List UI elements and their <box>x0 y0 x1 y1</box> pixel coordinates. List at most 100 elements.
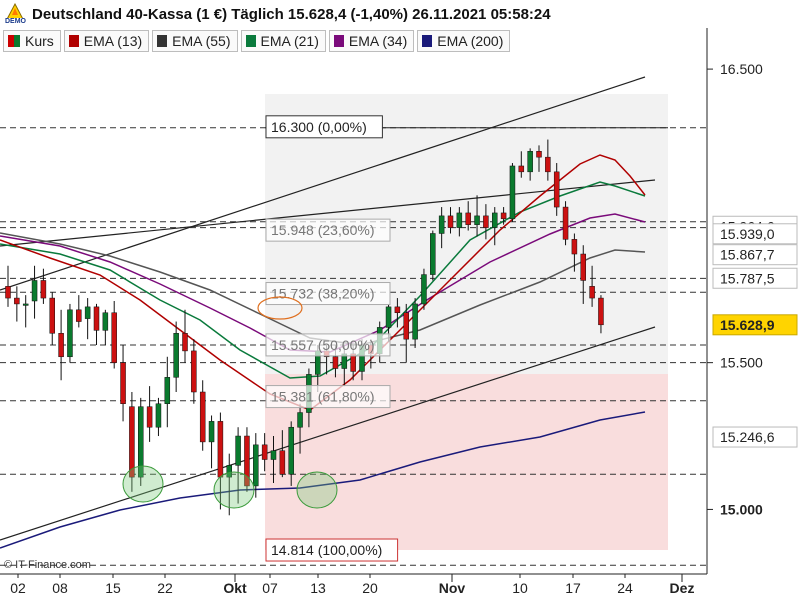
candle-body <box>412 303 418 340</box>
candle-body <box>5 286 11 299</box>
candle-body <box>580 253 586 281</box>
price-tag-label: 15.867,7 <box>720 247 775 263</box>
candle-body <box>129 406 135 478</box>
highlight-circle-3 <box>296 471 338 509</box>
candle-body <box>474 215 480 225</box>
candle-body <box>40 280 47 299</box>
fib-label: 15.948 (23,60%) <box>271 222 375 238</box>
legend-label: EMA (21) <box>260 33 319 49</box>
candle-body <box>244 435 250 487</box>
candle-body <box>403 312 409 340</box>
candle-body <box>536 151 542 158</box>
highlight-oval-50pct <box>257 296 303 320</box>
candle-body <box>598 297 604 326</box>
highlight-circles <box>122 296 338 509</box>
candle-body <box>31 280 38 302</box>
candle-body <box>553 171 560 208</box>
legend-item-ema21[interactable]: EMA (21) <box>240 30 326 52</box>
candle-body <box>14 297 20 305</box>
fib-label-box <box>265 333 391 357</box>
ema55-swatch-icon <box>157 35 168 47</box>
candlestick-series <box>5 139 604 516</box>
candle-body <box>58 333 64 358</box>
candle-body <box>182 333 188 352</box>
fib-label: 16.300 (0,00%) <box>271 119 367 135</box>
legend-item-ema200[interactable]: EMA (200) <box>417 30 511 52</box>
x-tick-label: 17 <box>565 580 581 596</box>
highlight-circle-1 <box>122 465 164 503</box>
candle-body <box>545 156 551 173</box>
fib-label: 15.381 (61,80%) <box>271 389 375 405</box>
trendline-lower <box>0 326 656 541</box>
price-tag-box <box>712 314 798 336</box>
candle-body <box>447 215 454 228</box>
fib-label-box <box>265 282 391 306</box>
x-tick-label: 08 <box>52 580 68 596</box>
ema13-swatch-icon <box>68 35 79 47</box>
y-axis: 16.50015.50015.00015.964,615.939,015.867… <box>707 61 798 517</box>
x-tick-label: 02 <box>10 580 26 596</box>
candle-body <box>562 206 569 240</box>
candle-body <box>138 406 144 478</box>
legend-label: EMA (13) <box>83 33 143 49</box>
price-tag-box <box>712 426 798 448</box>
x-tick-label: 24 <box>617 580 633 596</box>
ema21-swatch-icon <box>245 35 256 47</box>
candle-body <box>394 306 401 313</box>
fibonacci-labels: 16.300 (0,00%) 15.948 (23,60%) 15.732 (38,… <box>265 115 399 562</box>
chart-title: Deutschland 40-Kassa (1 €) Täglich 15.62… <box>32 5 551 23</box>
y-tick-label: 15.500 <box>720 355 763 371</box>
candle-body <box>509 165 516 220</box>
candle-body <box>421 274 427 305</box>
legend-item-ema34[interactable]: EMA (34) <box>328 30 415 52</box>
candle-body <box>589 286 595 299</box>
candle-body <box>279 450 286 475</box>
candle-body <box>22 303 29 306</box>
x-tick-label: 10 <box>512 580 528 596</box>
candle-body <box>164 377 171 404</box>
candle-body <box>67 309 73 358</box>
price-tag-box <box>712 244 798 266</box>
legend-item-kurs[interactable]: Kurs <box>3 30 61 52</box>
legend-item-ema13[interactable]: EMA (13) <box>63 30 150 52</box>
legend-item-ema55[interactable]: EMA (55) <box>152 30 238 52</box>
candle-body <box>155 403 162 428</box>
x-tick-label: 22 <box>157 580 173 596</box>
candle-body <box>438 215 445 234</box>
legend-label: EMA (200) <box>437 33 504 49</box>
candle-body <box>146 406 153 428</box>
candle-body <box>93 306 100 331</box>
candle-body <box>297 412 303 428</box>
candle-body <box>500 212 507 220</box>
candle-body <box>571 239 578 255</box>
legend: Kurs EMA (13) EMA (55) EMA (21) EMA (34)… <box>3 30 511 52</box>
legend-label: EMA (55) <box>172 33 231 49</box>
x-tick-label: Dez <box>670 580 695 596</box>
candle-body <box>261 444 268 460</box>
candle-body <box>49 297 55 334</box>
candle-body <box>350 353 356 372</box>
x-tick-label: 13 <box>310 580 326 596</box>
candle-body <box>208 421 215 443</box>
fib-label: 14.814 (100,00%) <box>271 542 382 558</box>
ema34-swatch-icon <box>333 35 344 47</box>
ema200-swatch-icon <box>422 35 433 47</box>
trendline-upper <box>0 76 646 291</box>
candle-body <box>332 356 339 369</box>
candle-body <box>111 312 117 363</box>
y-tick-label: 15.000 <box>720 501 763 517</box>
candle-body <box>84 306 91 319</box>
x-axis: 02 08 15 22 Okt 07 13 20 Nov 10 17 24 Dez <box>10 574 694 596</box>
candle-body <box>120 362 126 404</box>
candle-body <box>191 350 197 393</box>
candle-body <box>270 450 277 460</box>
candle-body <box>527 151 533 173</box>
fib-label-box <box>265 218 391 242</box>
candle-body <box>173 333 179 378</box>
fib-label-box <box>265 115 383 139</box>
candle-body <box>253 444 259 487</box>
title-bar: DEMO Deutschland 40-Kassa (1 €) Täglich … <box>0 0 800 28</box>
price-tag-label: 15.939,0 <box>720 226 775 242</box>
candle-body <box>465 212 471 225</box>
